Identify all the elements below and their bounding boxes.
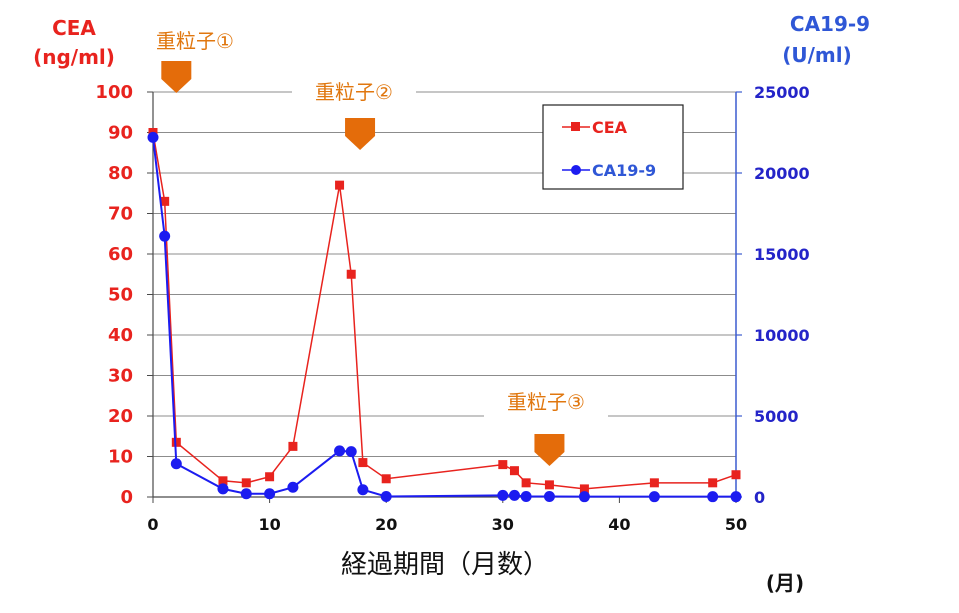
x-tick-label: 10 [258, 515, 280, 534]
legend-label-ca199: CA19-9 [592, 161, 656, 180]
data-point-ca199 [648, 491, 660, 503]
data-point-cea [346, 269, 356, 279]
x-unit-label: (月) [766, 571, 804, 595]
data-point-ca199 [217, 483, 229, 495]
data-point-ca199 [508, 489, 520, 501]
data-point-cea [160, 196, 170, 206]
data-point-ca199 [345, 446, 357, 458]
right-tick-label: 5000 [754, 407, 799, 426]
data-point-cea [288, 441, 298, 451]
right-ticks: 0 5000 10000 15000 20000 25000 [736, 83, 810, 507]
data-point-ca199 [159, 230, 171, 242]
legend-box [542, 104, 684, 190]
right-tick-label: 20000 [754, 164, 810, 183]
left-tick-label: 90 [108, 123, 133, 144]
right-tick-label: 15000 [754, 245, 810, 264]
data-point-cea [358, 458, 368, 468]
data-point-cea [498, 460, 508, 470]
x-ticks: 0 10 20 30 40 50 [147, 497, 747, 534]
data-point-ca199 [334, 445, 346, 457]
left-tick-label: 10 [108, 447, 133, 468]
left-tick-label: 100 [95, 82, 133, 103]
data-point-cea [335, 180, 345, 190]
data-point-cea [381, 474, 391, 484]
legend: CEA CA19-9 [542, 104, 684, 190]
data-point-ca199 [730, 491, 742, 503]
data-point-ca199 [380, 491, 392, 503]
left-tick-label: 0 [120, 487, 133, 508]
left-tick-label: 60 [108, 244, 133, 265]
data-point-ca199 [520, 491, 532, 503]
legend-marker-ca199 [571, 165, 581, 175]
left-tick-label: 40 [108, 325, 133, 346]
left-tick-label: 70 [108, 204, 133, 225]
right-tick-label: 10000 [754, 326, 810, 345]
annotation-arrow-icon [534, 434, 565, 466]
data-point-cea [649, 478, 659, 488]
data-point-ca199 [543, 491, 555, 503]
data-point-cea [218, 476, 228, 486]
data-point-ca199 [287, 481, 299, 493]
data-point-ca199 [497, 489, 509, 501]
left-tick-label: 80 [108, 163, 133, 184]
right-tick-label: 25000 [754, 83, 810, 102]
annotation-arrow-icon [345, 118, 376, 150]
annotations: 重粒子① 重粒子② 重粒子③ [133, 28, 608, 466]
data-point-cea [241, 478, 251, 488]
series-ca199 [147, 131, 742, 503]
y-right-title-line2: (U/ml) [782, 43, 852, 67]
y-left-title-line2: (ng/ml) [33, 45, 115, 69]
left-tick-label: 20 [108, 406, 133, 427]
annotation-label: 重粒子③ [507, 390, 585, 414]
data-point-ca199 [240, 488, 252, 500]
right-tick-label: 0 [754, 488, 765, 507]
data-point-ca199 [357, 484, 369, 496]
annotation-arrow-icon [161, 61, 192, 93]
legend-label-cea: CEA [592, 118, 628, 137]
data-point-ca199 [264, 488, 276, 500]
annotation-label-bg [292, 79, 416, 107]
y-right-title-line1: CA19-9 [790, 12, 870, 36]
x-tick-label: 40 [608, 515, 630, 534]
annotation-label: 重粒子② [315, 80, 393, 104]
series-line-ca199 [152, 137, 736, 498]
data-point-cea [509, 466, 519, 476]
data-point-ca199 [707, 491, 719, 503]
grid [153, 91, 736, 457]
data-point-cea [265, 472, 275, 482]
data-point-ca199 [147, 131, 159, 143]
x-tick-label: 0 [147, 515, 158, 534]
x-tick-label: 20 [375, 515, 397, 534]
series-cea [148, 128, 741, 494]
data-point-cea [521, 478, 531, 488]
data-point-cea [544, 480, 554, 490]
y-left-title-line1: CEA [52, 16, 96, 40]
x-tick-label: 50 [725, 515, 747, 534]
x-tick-label: 30 [492, 515, 514, 534]
annotation-label-bg [484, 389, 608, 417]
series-layer [147, 128, 742, 503]
x-axis-label: 経過期間（月数） [341, 550, 549, 580]
legend-marker-cea [571, 122, 580, 131]
data-point-cea [708, 478, 718, 488]
annotation-label: 重粒子① [156, 29, 234, 53]
data-point-cea [731, 470, 741, 480]
data-point-ca199 [578, 491, 590, 503]
data-point-ca199 [170, 458, 182, 470]
annotation-label-bg [133, 28, 257, 56]
left-tick-label: 50 [108, 285, 133, 306]
data-point-cea [171, 437, 181, 447]
data-point-cea [579, 484, 589, 494]
left-tick-label: 30 [108, 366, 133, 387]
left-ticks: 0 10 20 30 40 50 60 70 80 90 100 [95, 82, 153, 508]
